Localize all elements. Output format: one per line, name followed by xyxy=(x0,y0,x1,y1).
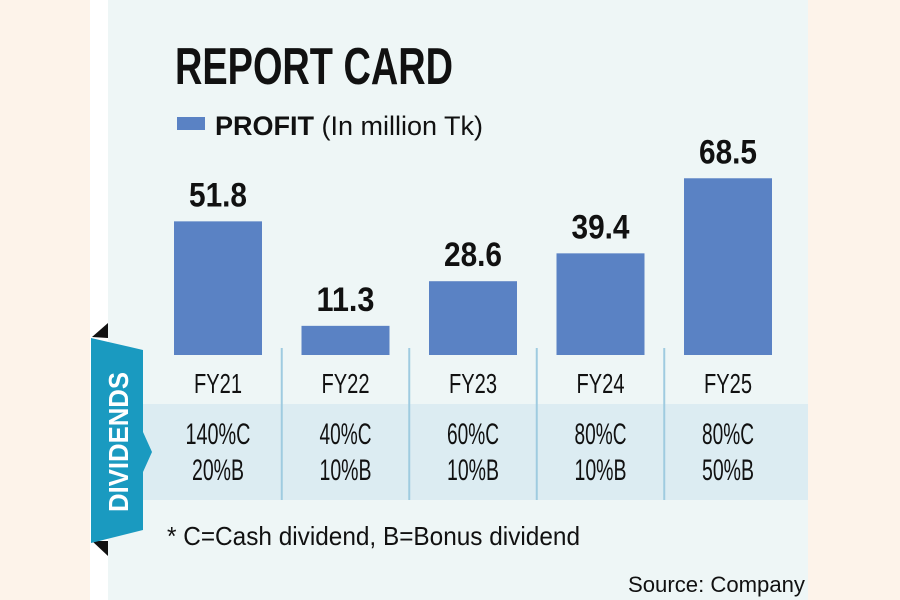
chart-title: REPORT CARD xyxy=(175,38,453,96)
category-label: FY22 xyxy=(322,368,370,399)
dividends-ribbon xyxy=(91,338,152,543)
cash-dividend: 80%C xyxy=(702,418,754,451)
bar-fy21 xyxy=(174,221,262,355)
bonus-dividend: 10%B xyxy=(320,454,372,487)
category-label: FY21 xyxy=(194,368,242,399)
value-label: 51.8 xyxy=(189,176,247,214)
legend-rest: (In million Tk) xyxy=(314,111,483,141)
cash-dividend: 140%C xyxy=(186,418,251,451)
dividends-label: DIVIDENDS xyxy=(103,372,134,512)
cash-dividend: 60%C xyxy=(447,418,499,451)
bonus-dividend: 20%B xyxy=(192,454,244,487)
legend-label: PROFIT (In million Tk) xyxy=(215,111,483,141)
value-label: 39.4 xyxy=(572,208,630,246)
footnote: * C=Cash dividend, B=Bonus dividend xyxy=(167,521,580,551)
bonus-dividend: 10%B xyxy=(447,454,499,487)
ribbon-fold-bottom xyxy=(92,541,108,556)
legend-bold: PROFIT xyxy=(215,111,314,141)
bar-fy23 xyxy=(429,281,517,355)
source-note: Source: Company xyxy=(628,572,805,597)
value-label: 11.3 xyxy=(317,281,375,319)
bar-fy25 xyxy=(684,178,772,355)
value-label: 28.6 xyxy=(444,236,502,274)
legend-swatch xyxy=(177,117,205,130)
category-label: FY23 xyxy=(449,368,497,399)
dividend-band xyxy=(108,404,808,500)
category-label: FY24 xyxy=(577,368,625,399)
cash-dividend: 40%C xyxy=(320,418,372,451)
bar-fy24 xyxy=(556,253,645,355)
ribbon-fold-top xyxy=(92,323,108,338)
value-label: 68.5 xyxy=(699,133,757,171)
bar-fy22 xyxy=(301,325,390,355)
category-label: FY25 xyxy=(704,368,752,399)
bonus-dividend: 50%B xyxy=(702,454,754,487)
cash-dividend: 80%C xyxy=(575,418,627,451)
bonus-dividend: 10%B xyxy=(575,454,627,487)
